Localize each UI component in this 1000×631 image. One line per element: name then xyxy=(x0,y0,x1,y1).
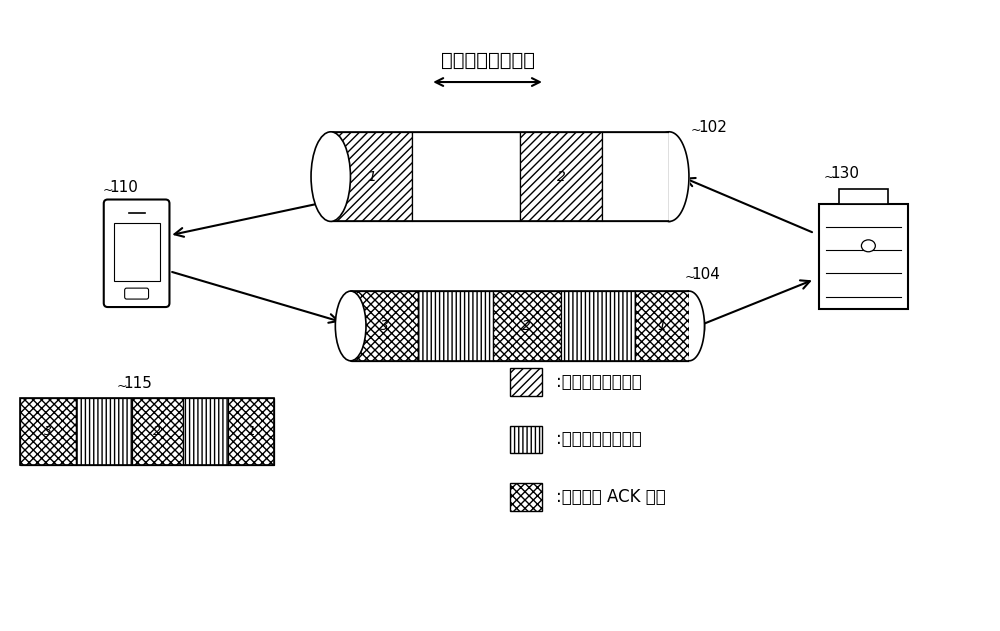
Text: 3: 3 xyxy=(44,425,52,438)
Bar xyxy=(510,425,542,454)
Text: ~: ~ xyxy=(691,124,701,137)
Text: ~: ~ xyxy=(824,170,834,184)
FancyBboxPatch shape xyxy=(125,288,149,299)
Bar xyxy=(132,398,183,465)
Bar xyxy=(493,291,561,361)
Bar xyxy=(20,398,274,465)
Bar xyxy=(510,483,542,511)
Bar xyxy=(331,132,669,221)
Text: 1: 1 xyxy=(367,170,376,184)
Ellipse shape xyxy=(335,291,366,361)
Text: 3: 3 xyxy=(380,319,389,333)
Text: 115: 115 xyxy=(124,375,152,391)
Text: 110: 110 xyxy=(110,180,139,194)
Bar xyxy=(418,291,493,361)
Ellipse shape xyxy=(861,240,875,252)
Text: :上行链路数据分组: :上行链路数据分组 xyxy=(556,430,642,449)
Bar xyxy=(20,398,274,465)
Text: ~: ~ xyxy=(103,184,113,196)
Text: :下行链路空闲间隔: :下行链路空闲间隔 xyxy=(556,373,642,391)
Text: 1: 1 xyxy=(247,425,255,438)
Text: ~: ~ xyxy=(117,380,127,392)
FancyBboxPatch shape xyxy=(104,199,169,307)
Bar xyxy=(520,132,602,221)
Bar xyxy=(114,223,160,281)
Bar xyxy=(76,398,132,465)
Ellipse shape xyxy=(311,132,350,221)
Bar xyxy=(20,398,76,465)
Bar xyxy=(839,189,888,204)
Text: 130: 130 xyxy=(831,167,860,181)
Bar xyxy=(331,132,412,221)
Bar xyxy=(351,291,689,361)
Text: 下行链路数据分组: 下行链路数据分组 xyxy=(441,51,535,70)
Bar xyxy=(351,291,418,361)
Text: 102: 102 xyxy=(698,120,727,135)
Bar xyxy=(635,291,689,361)
Text: 2: 2 xyxy=(556,170,565,184)
Bar xyxy=(510,368,542,396)
Bar xyxy=(819,204,908,309)
Bar xyxy=(561,291,635,361)
Bar xyxy=(183,398,228,465)
Ellipse shape xyxy=(650,132,689,221)
Text: 2: 2 xyxy=(522,319,531,333)
Ellipse shape xyxy=(674,291,704,361)
Text: 104: 104 xyxy=(691,267,720,282)
Text: 1: 1 xyxy=(658,319,667,333)
Text: :上行链路 ACK 分组: :上行链路 ACK 分组 xyxy=(556,488,666,506)
Bar xyxy=(602,132,669,221)
Bar xyxy=(412,132,520,221)
Bar xyxy=(228,398,274,465)
Text: 2: 2 xyxy=(153,425,161,438)
Text: ~: ~ xyxy=(684,271,695,284)
